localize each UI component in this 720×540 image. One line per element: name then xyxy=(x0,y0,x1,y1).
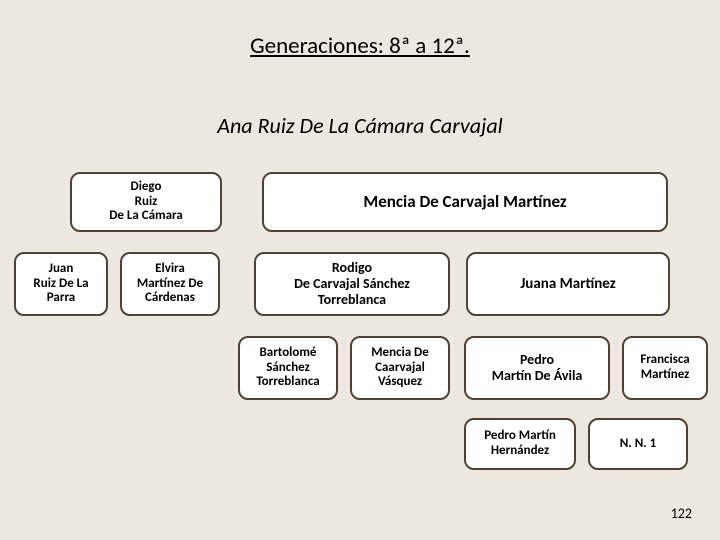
node-elvira: ElviraMartínez DeCárdenas xyxy=(120,252,220,316)
node-mencia2: Mencia DeCaarvajalVásquez xyxy=(350,336,450,400)
node-label: Juana Martínez xyxy=(520,276,615,293)
node-label: Mencia De Carvajal Martínez xyxy=(363,192,566,211)
genealogy-slide: Generaciones: 8ª a 12ª. Ana Ruiz De La C… xyxy=(0,0,720,540)
node-pedro2: Pedro MartínHernández xyxy=(464,418,576,470)
node-juana: Juana Martínez xyxy=(466,252,670,316)
page-number: 122 xyxy=(671,505,692,522)
node-label: JuanRuiz De LaParra xyxy=(33,262,88,306)
node-bart: BartoloméSánchezTorreblanca xyxy=(238,336,338,400)
node-label: Mencia DeCaarvajalVásquez xyxy=(371,346,429,390)
node-fran: FranciscaMartínez xyxy=(622,336,708,400)
node-label: DiegoRuizDe La Cámara xyxy=(109,180,183,224)
node-nn1: N. N. 1 xyxy=(588,418,688,470)
node-juan: JuanRuiz De LaParra xyxy=(14,252,108,316)
node-mencia1: Mencia De Carvajal Martínez xyxy=(262,172,668,232)
page-subtitle: Ana Ruiz De La Cámara Carvajal xyxy=(0,112,720,139)
node-label: FranciscaMartínez xyxy=(640,353,689,382)
node-label: ElviraMartínez DeCárdenas xyxy=(137,262,203,306)
node-diego: DiegoRuizDe La Cámara xyxy=(70,172,222,232)
node-pedro1: PedroMartín De Ávila xyxy=(464,336,610,400)
node-label: BartoloméSánchezTorreblanca xyxy=(256,346,319,390)
node-label: RodigoDe Carvajal SánchezTorreblanca xyxy=(294,260,410,307)
node-label: N. N. 1 xyxy=(620,437,657,452)
node-label: PedroMartín De Ávila xyxy=(492,352,583,383)
node-label: Pedro MartínHernández xyxy=(484,429,556,458)
page-title: Generaciones: 8ª a 12ª. xyxy=(0,32,720,60)
node-rodigo: RodigoDe Carvajal SánchezTorreblanca xyxy=(254,252,450,316)
